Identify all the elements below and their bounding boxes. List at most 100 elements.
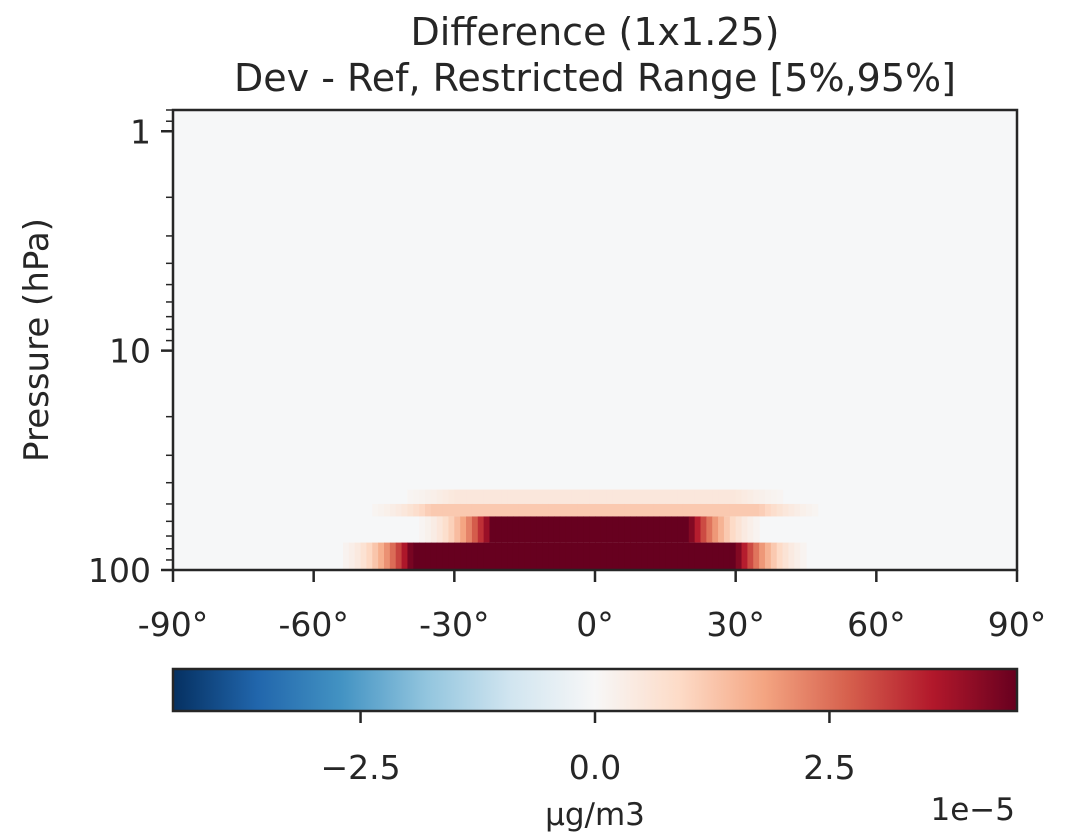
- heatmap-cell: [653, 542, 661, 570]
- heatmap-cell: [501, 542, 508, 570]
- heatmap-cell: [747, 489, 754, 504]
- heatmap-cell: [589, 542, 596, 570]
- heatmap-cell: [466, 542, 473, 570]
- heatmap-cell: [735, 503, 743, 517]
- heatmap-cell: [595, 489, 602, 504]
- heatmap-cell: [524, 503, 532, 517]
- heatmap-cell: [677, 489, 684, 504]
- heatmap-cell: [583, 516, 590, 543]
- heatmap-cell: [512, 489, 520, 504]
- heatmap-cell: [665, 489, 672, 504]
- heatmap-cell: [460, 516, 467, 543]
- heatmap-cell: [559, 503, 567, 517]
- heatmap-cell: [542, 489, 549, 504]
- heatmap-cell: [425, 542, 432, 570]
- heatmap-cell: [454, 503, 461, 517]
- heatmap-cell: [430, 489, 438, 504]
- heatmap-cell: [483, 542, 491, 570]
- heatmap-cell: [536, 516, 543, 543]
- heatmap-cell: [776, 489, 784, 504]
- heatmap-cell: [536, 503, 543, 517]
- heatmap-cell: [413, 489, 420, 504]
- colorbar-tick-label: 2.5: [803, 748, 855, 787]
- heatmap-cell: [389, 503, 397, 517]
- heatmap-cell: [741, 542, 748, 570]
- heatmap-cell: [800, 503, 807, 517]
- colorbar-label: µg/m3: [545, 797, 645, 833]
- heatmap-cell: [489, 516, 496, 543]
- heatmap-cell: [759, 542, 766, 570]
- heatmap-cell: [747, 542, 754, 570]
- heatmap-cell: [741, 503, 748, 517]
- chart-subtitle: Dev - Ref, Restricted Range [5%,95%]: [234, 56, 956, 100]
- heatmap-cell: [595, 516, 602, 543]
- heatmap-cell: [530, 542, 537, 570]
- heatmap-cell: [600, 542, 608, 570]
- heatmap-cell: [571, 503, 579, 517]
- heatmap-cell: [571, 489, 579, 504]
- x-axis: -90° -60° -30° 0° 30° 60° 90°: [138, 570, 1046, 644]
- colorbar-axis: −2.5 0.0 2.5: [320, 711, 856, 787]
- heatmap-cell: [688, 516, 696, 543]
- heatmap-cell: [536, 489, 543, 504]
- heatmap-cell: [618, 516, 625, 543]
- heatmap-cell: [378, 542, 385, 570]
- heatmap-cell: [419, 503, 426, 517]
- heatmap-cell: [507, 542, 514, 570]
- heatmap-cell: [636, 542, 643, 570]
- heatmap-cell: [559, 489, 567, 504]
- heatmap-cell: [671, 489, 678, 504]
- heatmap-cell: [753, 503, 760, 517]
- heatmap-cell: [366, 542, 373, 570]
- heatmap-cell: [425, 516, 432, 543]
- x-tick-label: 90°: [988, 605, 1047, 644]
- heatmap-cell: [389, 542, 397, 570]
- y-tick-label: 1: [130, 112, 151, 151]
- heatmap-cell: [530, 503, 537, 517]
- heatmap-cell: [729, 503, 737, 517]
- heatmap-cell: [653, 503, 661, 517]
- heatmap-cell: [770, 542, 778, 570]
- heatmap-cell: [571, 542, 579, 570]
- heatmap-cell: [471, 489, 479, 504]
- heatmap-cell: [700, 489, 707, 504]
- heatmap-cell: [641, 503, 649, 517]
- heatmap-cell: [665, 503, 672, 517]
- heatmap-cell: [671, 542, 678, 570]
- heatmap-cell: [630, 516, 637, 543]
- heatmap-cell: [436, 542, 444, 570]
- heatmap-cell: [448, 503, 455, 517]
- x-tick-label: -90°: [138, 605, 208, 644]
- heatmap-cell: [595, 542, 602, 570]
- heatmap-cells: [342, 489, 819, 570]
- heatmap-cell: [712, 542, 719, 570]
- heatmap-cell: [454, 489, 461, 504]
- heatmap-cell: [770, 489, 778, 504]
- heatmap-cell: [548, 489, 555, 504]
- heatmap-cell: [641, 489, 649, 504]
- heatmap-cell: [671, 503, 678, 517]
- heatmap-cell: [518, 489, 526, 504]
- heatmap-cell: [413, 503, 420, 517]
- heatmap-cell: [548, 542, 555, 570]
- heatmap-cell: [448, 542, 455, 570]
- heatmap-cell: [495, 516, 502, 543]
- heatmap-cell: [747, 516, 754, 543]
- heatmap-cell: [723, 503, 731, 517]
- heatmap-cell: [618, 542, 625, 570]
- heatmap-cell: [729, 516, 737, 543]
- heatmap-cell: [425, 503, 432, 517]
- heatmap-cell: [384, 503, 391, 517]
- heatmap-cell: [489, 503, 496, 517]
- heatmap-cell: [630, 489, 637, 504]
- x-tick-label: 0°: [576, 605, 614, 644]
- heatmap-cell: [706, 489, 713, 504]
- heatmap-cell: [682, 503, 690, 517]
- heatmap-cell: [753, 542, 760, 570]
- heatmap-cell: [477, 542, 485, 570]
- heatmap-cell: [735, 542, 743, 570]
- heatmap-cell: [542, 516, 549, 543]
- heatmap-cell: [460, 542, 467, 570]
- heatmap-cell: [436, 489, 444, 504]
